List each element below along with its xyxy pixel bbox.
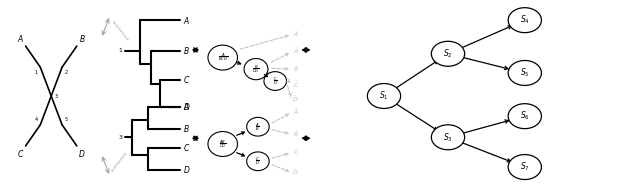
Text: $\bar{D}$: $\bar{D}$: [292, 168, 299, 177]
Text: 1: 1: [35, 70, 38, 75]
Text: $C$: $C$: [183, 142, 190, 153]
Text: $B$: $B$: [183, 123, 190, 134]
Ellipse shape: [244, 59, 268, 80]
Ellipse shape: [367, 84, 401, 108]
Text: $\frac{C}{D}$: $\frac{C}{D}$: [255, 155, 260, 167]
Text: 2: 2: [65, 70, 67, 75]
Text: $D$: $D$: [78, 148, 86, 159]
Text: root/unroot: root/unroot: [111, 20, 129, 42]
Text: $\bar{B}$: $\bar{B}$: [292, 130, 299, 139]
Ellipse shape: [208, 45, 237, 70]
Ellipse shape: [508, 8, 541, 33]
Ellipse shape: [508, 60, 541, 85]
Text: $\bar{A}$: $\bar{A}$: [292, 108, 299, 117]
Text: $\frac{A}{BCD}$: $\frac{A}{BCD}$: [218, 52, 228, 64]
Text: $A$: $A$: [183, 15, 190, 26]
Text: $D$: $D$: [183, 101, 191, 112]
Text: $S_5$: $S_5$: [520, 67, 530, 79]
Text: $S_2$: $S_2$: [443, 47, 453, 60]
Text: $S_7$: $S_7$: [520, 161, 530, 173]
Text: $\bar{D}$: $\bar{D}$: [292, 95, 299, 104]
Text: $B$: $B$: [79, 33, 85, 44]
Text: $\bar{A}$: $\bar{A}$: [292, 47, 299, 56]
Text: $S_1$: $S_1$: [379, 90, 389, 102]
Text: $\frac{A}{B}$: $\frac{A}{B}$: [255, 121, 260, 133]
Ellipse shape: [431, 125, 465, 150]
Text: 3: 3: [54, 94, 57, 98]
Text: 5: 5: [65, 117, 67, 122]
Ellipse shape: [508, 155, 541, 180]
Text: $C$: $C$: [183, 74, 190, 85]
Ellipse shape: [208, 132, 237, 156]
Ellipse shape: [264, 72, 287, 90]
Ellipse shape: [508, 104, 541, 129]
Ellipse shape: [431, 41, 465, 66]
Text: root/unroot: root/unroot: [111, 150, 129, 172]
Text: $S_6$: $S_6$: [520, 110, 530, 122]
Text: $\bar{C}$: $\bar{C}$: [292, 148, 299, 157]
Ellipse shape: [246, 117, 269, 136]
Text: $A$: $A$: [183, 101, 190, 112]
Text: 4: 4: [35, 117, 38, 122]
Text: $\frac{C}{D}$: $\frac{C}{D}$: [273, 75, 278, 87]
Text: $S_3$: $S_3$: [443, 131, 453, 144]
Ellipse shape: [246, 152, 269, 171]
Text: $S_4$: $S_4$: [520, 14, 530, 26]
Text: $\bar{B}$: $\bar{B}$: [292, 65, 299, 74]
Text: $B$: $B$: [183, 45, 190, 56]
Text: $\bar{A}$: $\bar{A}$: [292, 30, 299, 39]
Text: $A$: $A$: [17, 33, 24, 44]
Text: $D$: $D$: [183, 164, 191, 175]
Text: $C$: $C$: [17, 148, 24, 159]
Text: $\frac{AB}{CD}$: $\frac{AB}{CD}$: [219, 138, 227, 150]
Text: $\frac{B}{CD}$: $\frac{B}{CD}$: [252, 63, 260, 75]
Text: $\bar{C}$: $\bar{C}$: [292, 81, 299, 90]
Text: 1: 1: [118, 48, 122, 53]
Text: 3: 3: [118, 135, 122, 140]
